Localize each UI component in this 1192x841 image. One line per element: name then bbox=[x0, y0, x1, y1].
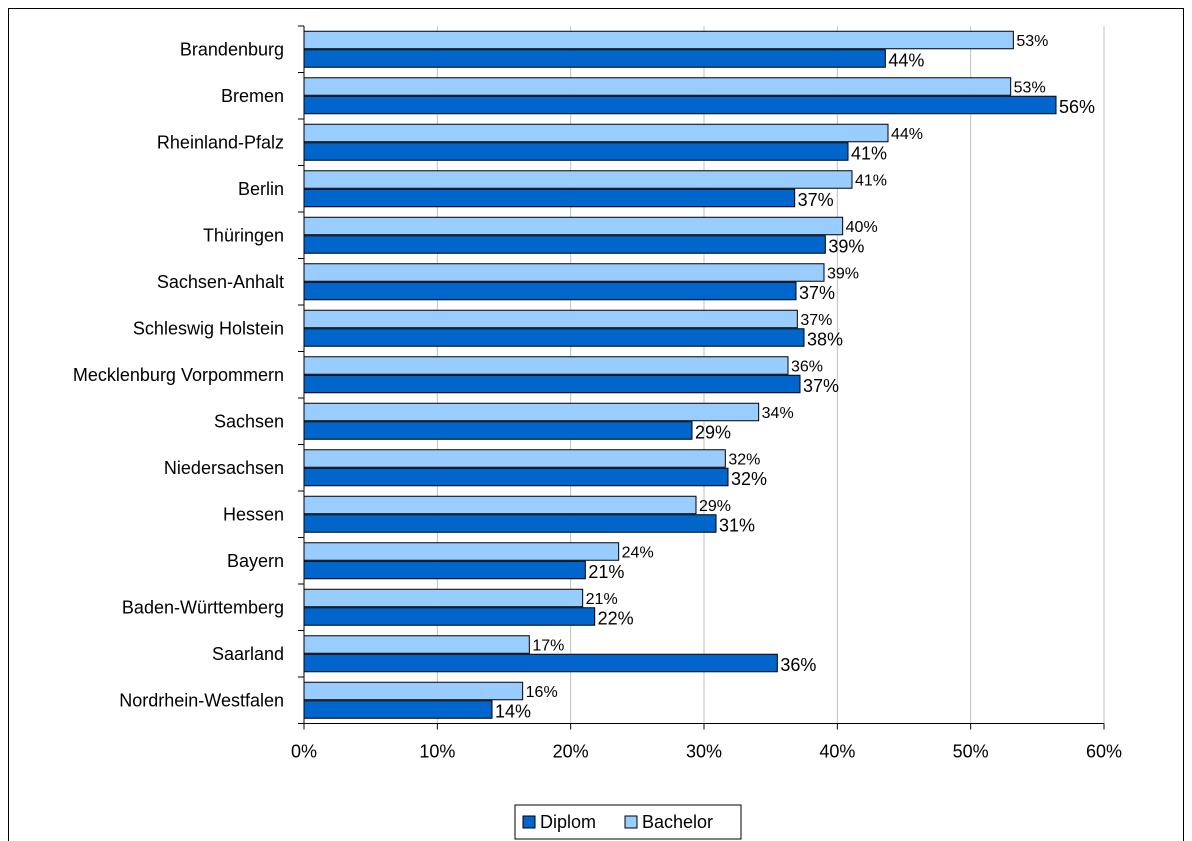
x-tick-label: 40% bbox=[819, 742, 855, 762]
data-label-diplom: 56% bbox=[1059, 97, 1095, 117]
data-label-diplom: 32% bbox=[731, 469, 767, 489]
data-label-bachelor: 32% bbox=[728, 451, 760, 468]
category-label: Rheinland-Pfalz bbox=[157, 132, 284, 152]
data-label-diplom: 37% bbox=[803, 376, 839, 396]
data-label-bachelor: 53% bbox=[1016, 33, 1048, 50]
bar-diplom bbox=[303, 514, 717, 533]
bar-diplom bbox=[303, 188, 796, 208]
bar-bachelor bbox=[303, 495, 697, 515]
bar-diplom bbox=[303, 281, 797, 301]
bars bbox=[303, 30, 1057, 719]
x-tick-label: 0% bbox=[291, 742, 317, 762]
data-label-bachelor: 40% bbox=[846, 219, 878, 236]
bar-diplom bbox=[303, 700, 493, 719]
data-label-diplom: 39% bbox=[828, 236, 864, 256]
category-label: Bremen bbox=[221, 86, 284, 106]
category-label: Sachsen-Anhalt bbox=[157, 272, 284, 292]
category-label: Berlin bbox=[238, 179, 284, 199]
bar-diplom bbox=[303, 560, 586, 580]
x-tick-label: 20% bbox=[553, 742, 589, 762]
bar-diplom bbox=[303, 607, 596, 626]
legend: Diplom Bachelor bbox=[514, 804, 742, 840]
legend-swatch-diplom bbox=[522, 815, 536, 829]
bar-bachelor bbox=[303, 635, 530, 654]
bar-bachelor bbox=[303, 263, 825, 282]
bar-diplom bbox=[303, 328, 805, 347]
data-label-diplom: 14% bbox=[495, 701, 531, 721]
data-label-diplom: 37% bbox=[799, 283, 835, 303]
data-label-diplom: 38% bbox=[807, 329, 843, 349]
data-label-diplom: 37% bbox=[798, 190, 834, 210]
bar-diplom bbox=[303, 235, 826, 254]
bar-bachelor bbox=[303, 542, 620, 561]
bar-bachelor bbox=[303, 402, 760, 422]
data-label-bachelor: 17% bbox=[532, 637, 564, 654]
category-label: Hessen bbox=[223, 504, 284, 524]
bar-bachelor bbox=[303, 123, 889, 143]
bar-bachelor bbox=[303, 170, 853, 189]
legend-swatch-bachelor bbox=[624, 815, 638, 829]
data-label-diplom: 41% bbox=[851, 143, 887, 163]
data-label-bachelor: 53% bbox=[1014, 79, 1046, 96]
data-label-bachelor: 39% bbox=[827, 265, 859, 282]
x-tick-label: 50% bbox=[953, 742, 989, 762]
legend-label-diplom: Diplom bbox=[540, 812, 596, 832]
bar-diplom bbox=[303, 95, 1057, 115]
category-label: Mecklenburg Vorpommern bbox=[73, 365, 284, 385]
category-label: Nordrhein-Westfalen bbox=[119, 690, 284, 710]
bar-bachelor bbox=[303, 449, 726, 468]
category-label: Schleswig Holstein bbox=[133, 318, 284, 338]
category-label: Saarland bbox=[212, 644, 284, 664]
data-label-diplom: 31% bbox=[719, 515, 755, 535]
data-label-bachelor: 21% bbox=[586, 591, 618, 608]
bar-bachelor bbox=[303, 30, 1014, 50]
bar-diplom bbox=[303, 421, 693, 440]
bar-bachelor bbox=[303, 681, 524, 701]
bar-diplom bbox=[303, 374, 801, 394]
bar-bachelor bbox=[303, 309, 798, 329]
data-label-bachelor: 29% bbox=[699, 498, 731, 515]
bar-bachelor bbox=[303, 356, 789, 375]
legend-label-bachelor: Bachelor bbox=[642, 812, 713, 832]
data-label-diplom: 29% bbox=[695, 422, 731, 442]
data-label-bachelor: 44% bbox=[891, 126, 923, 143]
category-label: Bayern bbox=[227, 551, 284, 571]
category-label: Niedersachsen bbox=[164, 458, 284, 478]
data-label-bachelor: 36% bbox=[791, 358, 823, 375]
data-label-diplom: 22% bbox=[598, 608, 634, 628]
data-label-bachelor: 24% bbox=[622, 544, 654, 561]
bar-diplom bbox=[303, 49, 886, 68]
data-label-diplom: 44% bbox=[888, 50, 924, 70]
x-tick-label: 10% bbox=[419, 742, 455, 762]
data-label-bachelor: 16% bbox=[526, 684, 558, 701]
data-label-diplom: 21% bbox=[588, 562, 624, 582]
data-label-diplom: 36% bbox=[780, 655, 816, 675]
category-label: Baden-Württemberg bbox=[122, 597, 284, 617]
data-label-bachelor: 41% bbox=[855, 172, 887, 189]
bar-bachelor bbox=[303, 216, 844, 236]
bar-bachelor bbox=[303, 77, 1012, 96]
data-labels: 53%44%53%56%44%41%41%37%40%39%39%37%37%3… bbox=[495, 33, 1095, 722]
data-label-bachelor: 34% bbox=[762, 405, 794, 422]
category-label: Thüringen bbox=[203, 225, 284, 245]
category-label: Brandenburg bbox=[180, 39, 284, 59]
bar-diplom bbox=[303, 653, 778, 673]
bar-diplom bbox=[303, 142, 849, 161]
data-label-bachelor: 37% bbox=[800, 312, 832, 329]
axes: 0% 10% 20% 30% 40% 50% 60% Brandenburg Bremen Rhe… bbox=[73, 25, 1122, 762]
bar-diplom bbox=[303, 467, 729, 487]
category-label: Sachsen bbox=[214, 411, 284, 431]
x-tick-label: 30% bbox=[686, 742, 722, 762]
x-tick-label: 60% bbox=[1086, 742, 1122, 762]
bar-bachelor bbox=[303, 588, 584, 608]
